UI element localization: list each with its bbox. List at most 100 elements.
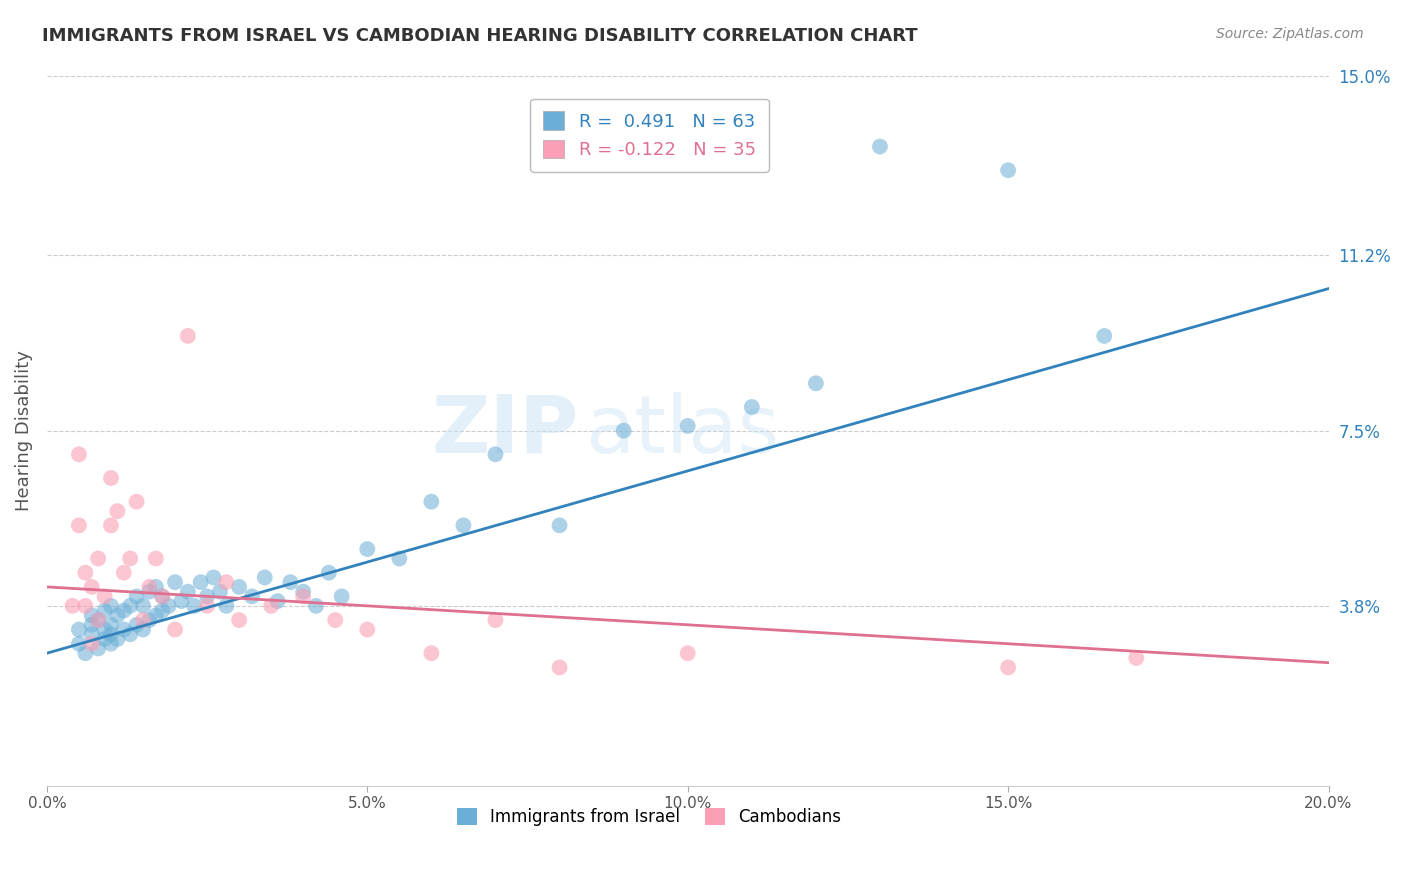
Text: atlas: atlas (585, 392, 779, 470)
Point (195, 599, 218, 613)
Point (804, 376, 827, 391)
Point (997, 660, 1019, 674)
Point (356, 623, 378, 637)
Point (80, 580, 103, 594)
Point (323, 613, 346, 627)
Legend: Immigrants from Israel, Cambodians: Immigrants from Israel, Cambodians (449, 799, 849, 834)
Point (67, 623, 90, 637)
Point (62, 599, 84, 613)
Point (87, 641, 110, 656)
Point (208, 584, 231, 599)
Point (420, 494, 443, 508)
Point (105, 504, 128, 518)
Point (67, 518, 90, 533)
Point (177, 329, 200, 343)
Point (132, 613, 155, 627)
Point (93, 632, 115, 646)
Point (138, 580, 160, 594)
Point (215, 575, 238, 590)
Point (420, 646, 443, 660)
Point (292, 584, 315, 599)
Point (260, 599, 283, 613)
Point (388, 551, 411, 566)
Point (67, 637, 90, 651)
Point (120, 599, 142, 613)
Point (112, 604, 135, 618)
Text: ZIP: ZIP (432, 392, 579, 470)
Text: IMMIGRANTS FROM ISRAEL VS CAMBODIAN HEARING DISABILITY CORRELATION CHART: IMMIGRANTS FROM ISRAEL VS CAMBODIAN HEAR… (42, 27, 918, 45)
Point (215, 599, 238, 613)
Point (997, 163, 1019, 178)
Point (75, 599, 97, 613)
Point (105, 608, 128, 623)
Point (75, 646, 97, 660)
Point (330, 590, 353, 604)
Point (150, 590, 173, 604)
Point (190, 575, 212, 590)
Point (318, 566, 340, 580)
Point (132, 623, 155, 637)
Point (145, 608, 167, 623)
Point (87, 551, 110, 566)
Point (125, 590, 148, 604)
Point (100, 627, 122, 641)
Point (676, 418, 699, 433)
Point (67, 447, 90, 461)
Point (356, 542, 378, 557)
Point (150, 604, 173, 618)
Point (170, 594, 193, 608)
Point (145, 551, 167, 566)
Point (177, 584, 200, 599)
Point (80, 617, 103, 632)
Point (183, 599, 205, 613)
Point (93, 590, 115, 604)
Point (548, 518, 571, 533)
Point (105, 632, 128, 646)
Point (453, 518, 475, 533)
Point (741, 400, 763, 414)
Point (202, 570, 225, 584)
Point (120, 551, 142, 566)
Point (165, 575, 187, 590)
Point (292, 590, 315, 604)
Point (100, 637, 122, 651)
Point (228, 580, 250, 594)
Point (100, 599, 122, 613)
Point (1092, 329, 1115, 343)
Point (138, 613, 160, 627)
Point (484, 613, 506, 627)
Point (253, 570, 276, 584)
Point (112, 566, 135, 580)
Point (676, 646, 699, 660)
Point (132, 599, 155, 613)
Point (484, 447, 506, 461)
Point (305, 599, 328, 613)
Point (240, 590, 263, 604)
Point (228, 613, 250, 627)
Point (150, 590, 173, 604)
Point (112, 623, 135, 637)
Point (1125, 651, 1147, 665)
Text: Source: ZipAtlas.com: Source: ZipAtlas.com (1216, 27, 1364, 41)
Point (93, 604, 115, 618)
Point (165, 623, 187, 637)
Point (80, 637, 103, 651)
Point (280, 575, 302, 590)
Point (93, 623, 115, 637)
Point (613, 424, 636, 438)
Point (125, 617, 148, 632)
Point (87, 613, 110, 627)
Point (120, 627, 142, 641)
Point (80, 608, 103, 623)
Point (80, 627, 103, 641)
Point (100, 617, 122, 632)
Y-axis label: Hearing Disability: Hearing Disability (15, 351, 32, 511)
Point (125, 494, 148, 508)
Point (157, 599, 180, 613)
Point (869, 139, 891, 153)
Point (100, 518, 122, 533)
Point (100, 471, 122, 485)
Point (195, 590, 218, 604)
Point (266, 594, 288, 608)
Point (87, 613, 110, 627)
